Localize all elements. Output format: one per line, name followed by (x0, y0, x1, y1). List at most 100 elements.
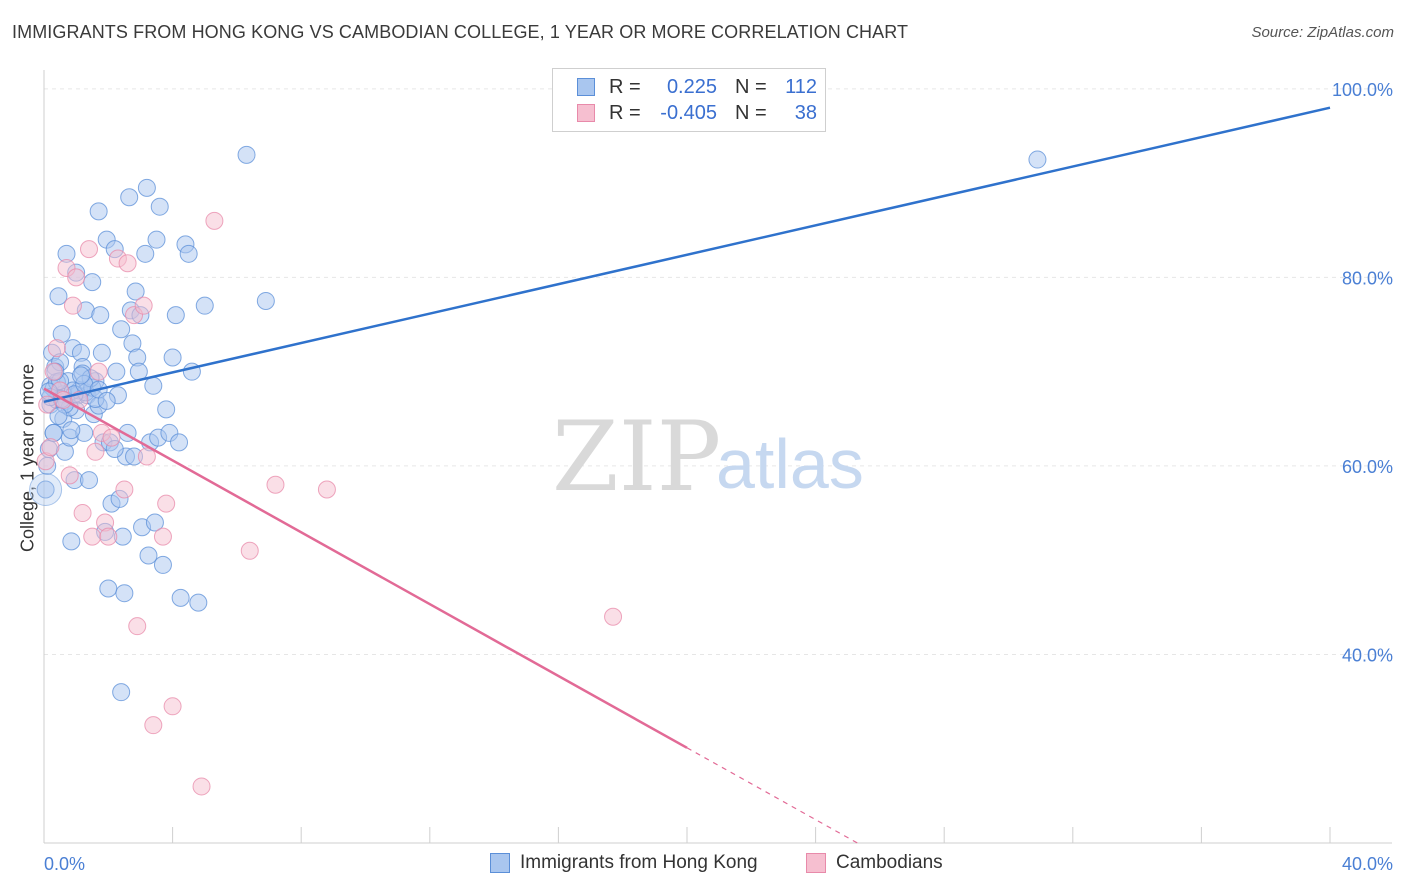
data-point (240, 541, 259, 560)
x-tick-labels: 0.0% 40.0% (44, 854, 1393, 874)
data-point (163, 348, 182, 367)
legend-r-value: 0.225 (666, 75, 717, 98)
data-point (150, 197, 169, 216)
data-point (41, 438, 60, 457)
source-credit: Source: ZipAtlas.com (1251, 24, 1394, 41)
data-point (89, 202, 108, 221)
data-point (97, 391, 116, 410)
data-point (136, 244, 155, 263)
bottom-legend-label: Cambodians (836, 852, 943, 873)
data-point (99, 527, 118, 546)
y-tick-label: 60.0% (1342, 457, 1393, 477)
data-point (91, 306, 110, 325)
legend-r-label: R = (609, 101, 641, 124)
data-point (83, 273, 102, 292)
data-point (153, 527, 172, 546)
data-point (47, 339, 66, 358)
y-tick-label: 80.0% (1342, 268, 1393, 288)
watermark-atlas: atlas (716, 425, 864, 503)
data-point (266, 475, 285, 494)
data-point (80, 240, 99, 259)
data-point (102, 428, 121, 447)
data-point (144, 716, 163, 735)
data-point (118, 254, 137, 273)
bottom-legend-swatch-pink (806, 853, 826, 873)
data-point (144, 376, 163, 395)
data-point (115, 584, 134, 603)
data-point (126, 282, 145, 301)
data-point (163, 697, 182, 716)
data-point (60, 466, 79, 485)
data-point (137, 447, 156, 466)
legend-row-hong-kong: R = 0.225 N = 112 (577, 75, 817, 99)
data-point (71, 366, 90, 385)
data-point-large (29, 472, 63, 506)
data-point (147, 230, 166, 249)
data-point (62, 532, 81, 551)
legend-r-label: R = (609, 75, 641, 98)
data-point (63, 296, 82, 315)
data-point (157, 400, 176, 419)
data-point (89, 362, 108, 381)
bottom-legend-swatch-blue (490, 853, 510, 873)
bottom-legend-hong-kong: Immigrants from Hong Kong (490, 852, 758, 874)
data-point (166, 306, 185, 325)
data-point (80, 471, 99, 490)
data-point (67, 268, 86, 287)
data-point (107, 362, 126, 381)
data-point (49, 287, 68, 306)
data-point (171, 588, 190, 607)
data-point (73, 504, 92, 523)
y-tick-label: 100.0% (1332, 80, 1393, 100)
data-point (112, 320, 131, 339)
legend-n-label: N = (735, 75, 767, 98)
data-point (205, 211, 224, 230)
data-point (115, 480, 134, 499)
data-point (1028, 150, 1047, 169)
gridlines (44, 88, 1392, 655)
stats-legend: R = 0.225 N = 112 R = -0.405 N = 38 (552, 68, 826, 132)
trend-lines (43, 106, 1331, 844)
x-tick-label: 0.0% (44, 854, 85, 874)
trend-line-extension-pink (686, 747, 858, 844)
bottom-legend-cambodians: Cambodians (806, 852, 943, 874)
data-point (256, 291, 275, 310)
data-point (189, 593, 208, 612)
data-point (36, 480, 55, 499)
data-point (134, 296, 153, 315)
series-hong-kong-points (29, 145, 1047, 702)
data-point (120, 188, 139, 207)
data-point (145, 513, 164, 532)
x-tick-label: 40.0% (1342, 854, 1393, 874)
data-point (112, 683, 131, 702)
legend-n-value: 112 (785, 75, 817, 98)
legend-swatch-pink (577, 104, 595, 122)
data-point (139, 546, 158, 565)
data-point (86, 442, 105, 461)
trend-line-pink (43, 387, 688, 749)
data-point (99, 579, 118, 598)
legend-r-value: -0.405 (660, 101, 717, 124)
data-point (195, 296, 214, 315)
data-point (92, 343, 111, 362)
watermark-zip: ZIP (552, 401, 721, 513)
chart-title: IMMIGRANTS FROM HONG KONG VS CAMBODIAN C… (12, 22, 909, 42)
legend-swatch-blue (577, 78, 595, 96)
data-point (83, 527, 102, 546)
data-point (137, 178, 156, 197)
data-point (153, 555, 172, 574)
data-point (128, 617, 147, 636)
legend-n-value: 38 (794, 101, 817, 124)
data-point (192, 777, 211, 796)
trend-line-blue (43, 106, 1331, 404)
data-point (604, 607, 623, 626)
legend-row-cambodians: R = -0.405 N = 38 (577, 101, 817, 125)
data-point (44, 362, 63, 381)
data-point (179, 244, 198, 263)
data-point (237, 145, 256, 164)
y-tick-labels: 40.0% 60.0% 80.0% 100.0% (1332, 80, 1393, 666)
y-tick-label: 40.0% (1342, 645, 1393, 665)
data-point (170, 433, 189, 452)
legend-n-label: N = (735, 101, 767, 124)
